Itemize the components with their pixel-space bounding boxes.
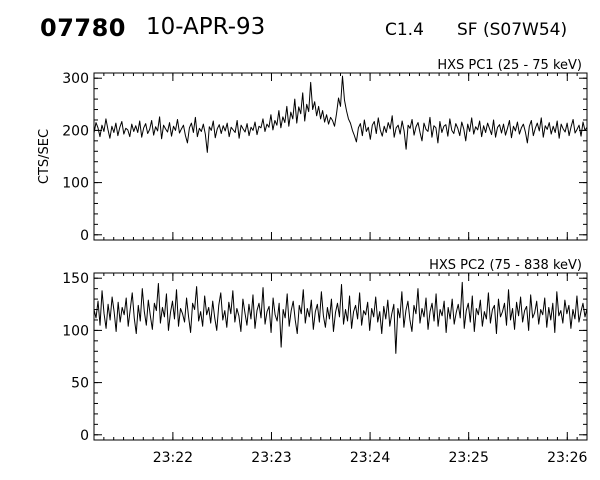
series-line-2 — [93, 281, 588, 354]
y-tick-label: 150 — [62, 271, 89, 287]
y-tick-label: 100 — [62, 176, 89, 192]
y-tick-label: 0 — [80, 228, 89, 244]
y-tick-label: 300 — [62, 71, 89, 87]
plot-frame-1 — [93, 72, 588, 241]
y-tick-label: 200 — [62, 123, 89, 139]
y-tick-label: 100 — [62, 323, 89, 339]
y-tick-label: 0 — [80, 428, 89, 444]
panel-title-1: HXS PC1 (25 - 75 keV) — [437, 58, 582, 73]
flare-location: SF (S07W54) — [457, 20, 568, 40]
x-tick-label: 23:24 — [350, 450, 390, 466]
x-tick-label: 23:23 — [251, 450, 291, 466]
flare-class: C1.4 — [385, 20, 424, 40]
x-tick-label: 23:22 — [153, 450, 193, 466]
panel-title-2: HXS PC2 (75 - 838 keV) — [429, 258, 582, 273]
event-date: 10-APR-93 — [146, 14, 266, 40]
x-tick-label: 23:25 — [449, 450, 489, 466]
series-line-1 — [93, 75, 588, 153]
event-id: 07780 — [40, 14, 126, 42]
y-tick-label: 50 — [71, 376, 89, 392]
y-axis-label: CTS/SEC — [37, 129, 52, 184]
x-tick-label: 23:26 — [547, 450, 587, 466]
